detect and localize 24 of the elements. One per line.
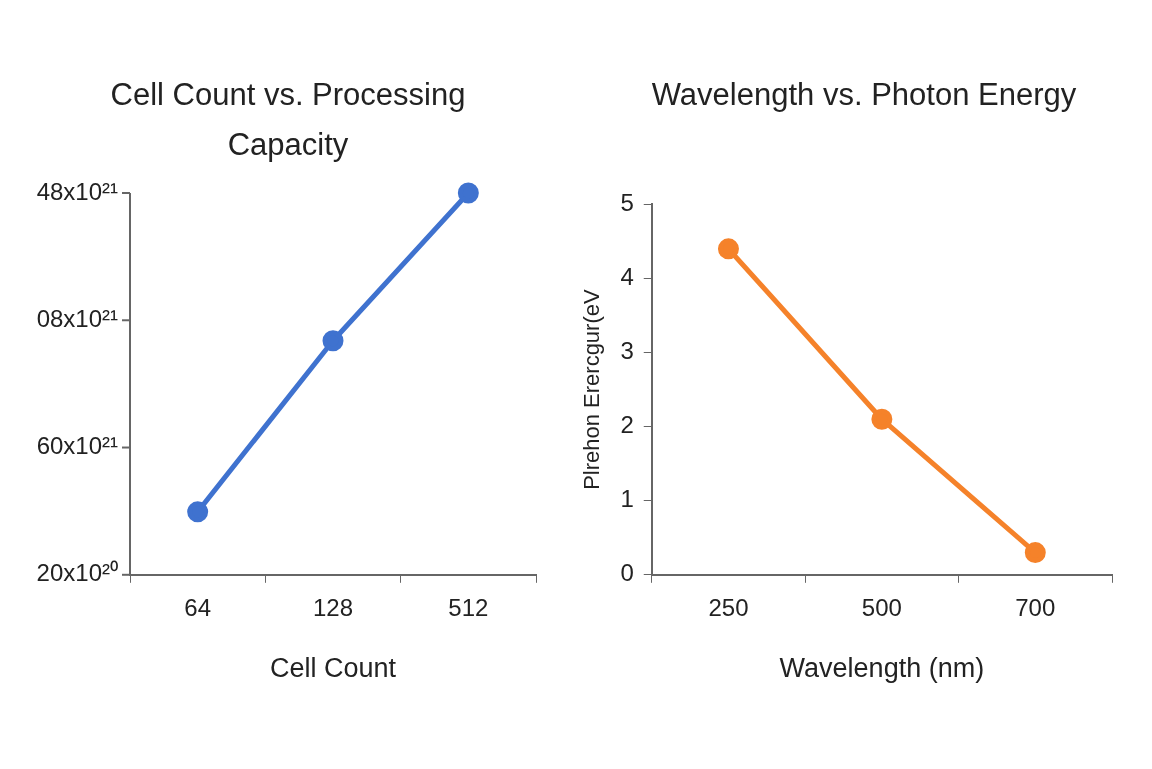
x-tick-label: 128 — [312, 593, 354, 621]
x-axis-title: Cell Count — [269, 653, 397, 684]
y-tick-label: 5 — [620, 189, 634, 217]
x-tick-label: 700 — [1015, 593, 1056, 621]
y-tick-label: 0 — [620, 559, 634, 587]
y-axis-title: Plrehon Erercgur(eV — [579, 289, 605, 490]
x-tick-label: 500 — [861, 593, 902, 621]
text: 60x10²¹ — [36, 432, 119, 460]
x-tick-label: 250 — [708, 593, 749, 621]
y-tick-label: 3 — [620, 337, 634, 365]
x-tick-label: 512 — [448, 593, 489, 621]
point — [717, 238, 739, 260]
text: 08x10²¹ — [36, 304, 119, 332]
chart-title: Wavelength vs. Photon Energy — [650, 76, 1078, 114]
x-axis-title: Wavelength (nm) — [779, 653, 985, 684]
chart-title: Cell Count vs. Processing Capacity — [110, 77, 466, 162]
x-tick-label: 64 — [184, 593, 212, 621]
text: 20x10²⁰ — [36, 559, 118, 587]
point — [1024, 542, 1046, 564]
point — [871, 408, 893, 430]
y-tick-label: 1 — [620, 485, 634, 513]
y-tick-label: 4 — [620, 263, 634, 291]
text: 48x10²¹ — [36, 177, 119, 205]
y-tick-label: 2 — [620, 411, 634, 439]
